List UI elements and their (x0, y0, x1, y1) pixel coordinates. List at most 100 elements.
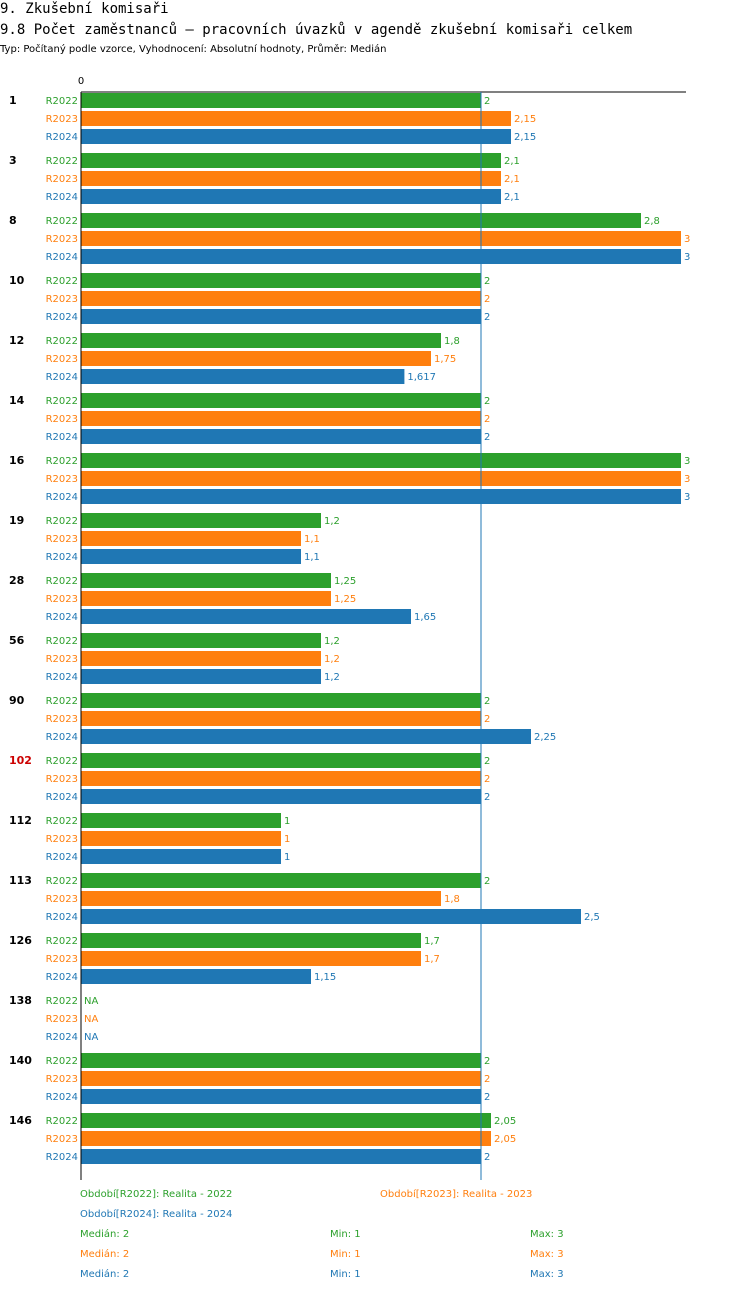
value-label-126-R2023: 1,7 (424, 954, 440, 965)
series-label-112-R2023: R2023 (46, 834, 78, 845)
group-label-16: 16 (9, 454, 25, 467)
bar-140-R2023 (81, 1071, 481, 1086)
value-label-140-R2024: 2 (484, 1092, 490, 1103)
series-label-10-R2022: R2022 (46, 276, 78, 287)
value-label-3-R2022: 2,1 (504, 156, 520, 167)
value-label-8-R2024: 3 (684, 252, 690, 263)
bar-112-R2022 (81, 813, 281, 828)
value-label-140-R2022: 2 (484, 1056, 490, 1067)
value-label-56-R2023: 1,2 (324, 654, 340, 665)
value-label-102-R2022: 2 (484, 756, 490, 767)
series-label-140-R2024: R2024 (46, 1092, 78, 1103)
series-label-146-R2024: R2024 (46, 1152, 78, 1163)
value-label-12-R2023: 1,75 (434, 354, 456, 365)
series-label-56-R2024: R2024 (46, 672, 78, 683)
bar-1-R2024 (81, 129, 511, 144)
bar-12-R2024 (81, 369, 405, 384)
value-label-28-R2024: 1,65 (414, 612, 436, 623)
series-label-90-R2023: R2023 (46, 714, 78, 725)
value-label-1-R2024: 2,15 (514, 132, 536, 143)
series-label-113-R2022: R2022 (46, 876, 78, 887)
series-label-102-R2022: R2022 (46, 756, 78, 767)
bar-28-R2024 (81, 609, 411, 624)
value-label-90-R2023: 2 (484, 714, 490, 725)
value-label-10-R2023: 2 (484, 294, 490, 305)
series-label-19-R2024: R2024 (46, 552, 78, 563)
value-label-113-R2022: 2 (484, 876, 490, 887)
group-label-90: 90 (9, 694, 25, 707)
bar-chart: 0 1 R2022 2 R2023 2,15 R2024 2,15 3 R2022 2,1 R2023… (9, 76, 690, 1180)
group-label-12: 12 (9, 334, 24, 347)
value-label-10-R2022: 2 (484, 276, 490, 287)
bar-146-R2024 (81, 1149, 481, 1164)
bar-3-R2022 (81, 153, 501, 168)
bar-56-R2023 (81, 651, 321, 666)
group-label-112: 112 (9, 814, 32, 827)
legend-median-r2023: Medián: 2 (80, 1249, 130, 1260)
series-label-16-R2024: R2024 (46, 492, 78, 503)
series-label-102-R2024: R2024 (46, 792, 78, 803)
series-label-14-R2024: R2024 (46, 432, 78, 443)
group-label-146: 146 (9, 1114, 32, 1127)
value-label-3-R2024: 2,1 (504, 192, 520, 203)
series-label-10-R2023: R2023 (46, 294, 78, 305)
value-label-19-R2023: 1,1 (304, 534, 320, 545)
bar-3-R2024 (81, 189, 501, 204)
bar-140-R2022 (81, 1053, 481, 1068)
series-label-146-R2022: R2022 (46, 1116, 78, 1127)
series-label-140-R2023: R2023 (46, 1074, 78, 1085)
bar-1-R2022 (81, 93, 481, 108)
value-label-14-R2024: 2 (484, 432, 490, 443)
group-label-56: 56 (9, 634, 25, 647)
chart-type-line: Typ: Počítaný podle vzorce, Vyhodnocení:… (0, 44, 387, 55)
bar-8-R2024 (81, 249, 681, 264)
bar-12-R2023 (81, 351, 431, 366)
value-label-146-R2023: 2,05 (494, 1134, 516, 1145)
legend-min-r2023: Min: 1 (330, 1249, 361, 1260)
series-label-16-R2022: R2022 (46, 456, 78, 467)
series-label-138-R2022: R2022 (46, 996, 78, 1007)
series-label-113-R2023: R2023 (46, 894, 78, 905)
value-label-56-R2024: 1,2 (324, 672, 340, 683)
value-label-10-R2024: 2 (484, 312, 490, 323)
series-label-90-R2022: R2022 (46, 696, 78, 707)
legend-max-r2024: Max: 3 (530, 1269, 564, 1280)
bar-1-R2023 (81, 111, 511, 126)
bar-112-R2024 (81, 849, 281, 864)
value-label-146-R2024: 2 (484, 1152, 490, 1163)
bar-56-R2024 (81, 669, 321, 684)
group-label-19: 19 (9, 514, 24, 527)
value-label-90-R2022: 2 (484, 696, 490, 707)
series-label-1-R2022: R2022 (46, 96, 78, 107)
bar-90-R2023 (81, 711, 481, 726)
bar-56-R2022 (81, 633, 321, 648)
value-label-16-R2023: 3 (684, 474, 690, 485)
legend-max-r2023: Max: 3 (530, 1249, 564, 1260)
series-label-126-R2022: R2022 (46, 936, 78, 947)
bar-16-R2024 (81, 489, 681, 504)
bar-3-R2023 (81, 171, 501, 186)
series-label-3-R2024: R2024 (46, 192, 78, 203)
series-label-3-R2022: R2022 (46, 156, 78, 167)
series-label-28-R2022: R2022 (46, 576, 78, 587)
bar-126-R2024 (81, 969, 311, 984)
series-label-12-R2024: R2024 (46, 372, 78, 383)
series-label-140-R2022: R2022 (46, 1056, 78, 1067)
bar-146-R2022 (81, 1113, 491, 1128)
legend-max-r2022: Max: 3 (530, 1229, 564, 1240)
bar-12-R2022 (81, 333, 441, 348)
legend-period-r2023: Období[R2023]: Realita - 2023 (380, 1189, 533, 1200)
legend-period-r2024: Období[R2024]: Realita - 2024 (80, 1209, 233, 1220)
legend-min-r2022: Min: 1 (330, 1229, 361, 1240)
value-label-28-R2023: 1,25 (334, 594, 356, 605)
series-label-126-R2024: R2024 (46, 972, 78, 983)
value-label-138-R2024: NA (84, 1032, 98, 1043)
bar-90-R2024 (81, 729, 531, 744)
bar-126-R2022 (81, 933, 421, 948)
series-label-12-R2023: R2023 (46, 354, 78, 365)
series-label-146-R2023: R2023 (46, 1134, 78, 1145)
bar-14-R2022 (81, 393, 481, 408)
bar-19-R2023 (81, 531, 301, 546)
series-label-12-R2022: R2022 (46, 336, 78, 347)
bar-102-R2022 (81, 753, 481, 768)
